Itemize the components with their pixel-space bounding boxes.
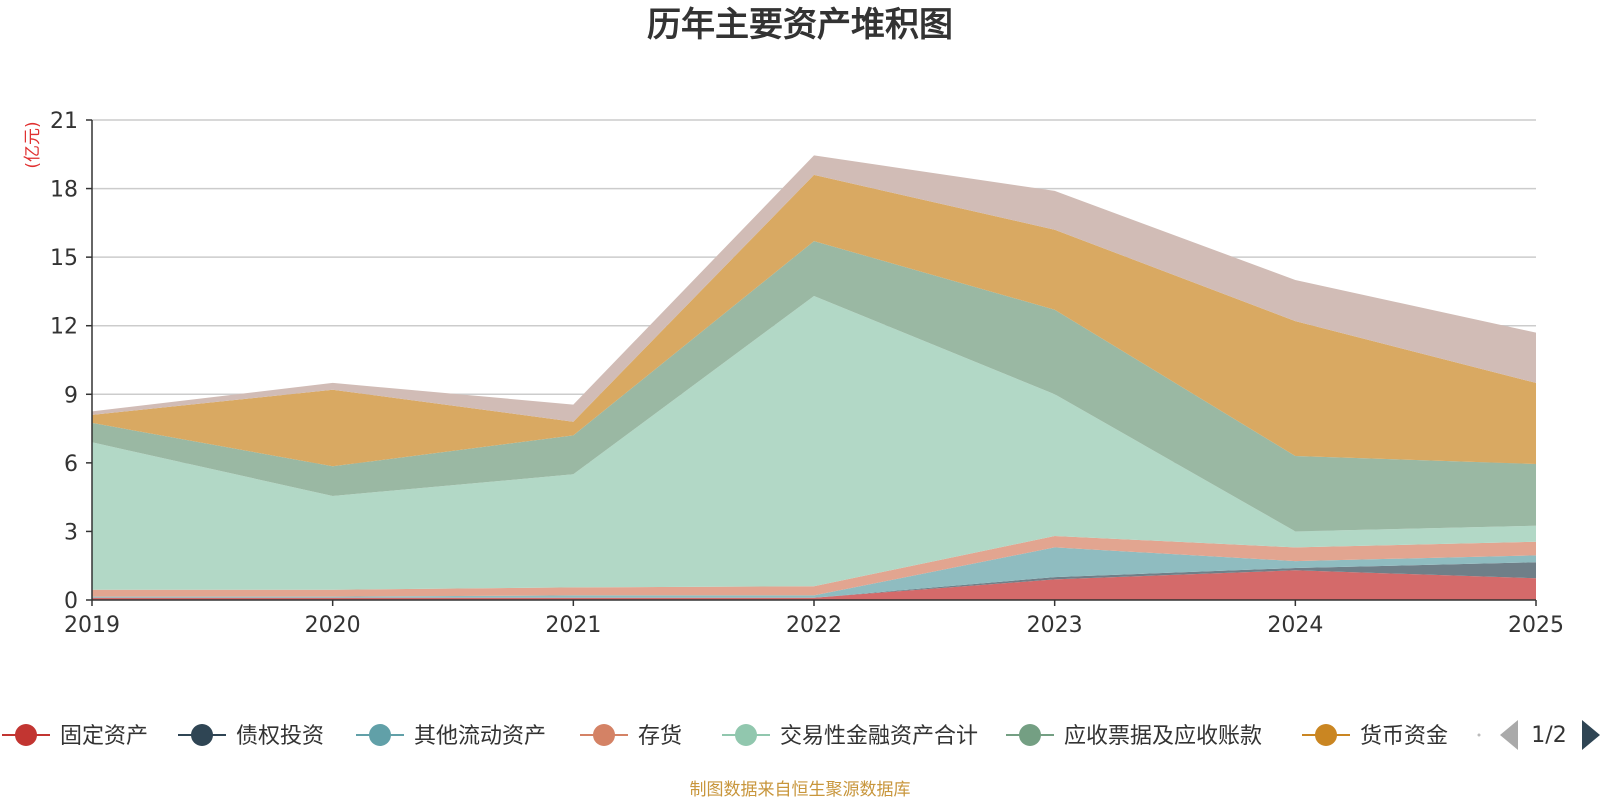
y-tick-label: 18 bbox=[50, 178, 78, 203]
x-tick-label-2021: 2021 bbox=[545, 613, 601, 638]
legend-label: 固定资产 bbox=[60, 724, 148, 749]
area-series-1 bbox=[92, 562, 1536, 598]
legend-item-5[interactable]: 应收票据及应收账款 bbox=[1006, 724, 1262, 749]
y-tick-label: 0 bbox=[64, 589, 78, 614]
x-tick-label-2022: 2022 bbox=[786, 613, 842, 638]
legend-next-page-icon[interactable] bbox=[1582, 720, 1600, 750]
legend: 固定资产 债权投资 其他流动资产 存货 交易性金融资产合计 应收票据及应收账款 货币资金 bbox=[2, 724, 1481, 749]
area-series-2 bbox=[92, 547, 1536, 598]
legend-label: 存货 bbox=[638, 724, 682, 749]
legend-prev-page-icon[interactable] bbox=[1500, 720, 1518, 750]
x-tick-label-2019: 2019 bbox=[64, 613, 120, 638]
legend-item-6[interactable]: 货币资金 bbox=[1302, 724, 1448, 749]
legend-circle-icon bbox=[369, 724, 391, 746]
area-series-0 bbox=[92, 570, 1536, 600]
x-tick-label-2025: 2025 bbox=[1508, 613, 1564, 638]
x-tick-labels: 2019 2020 2021 2022 2023 2024 2025 bbox=[64, 600, 1564, 638]
x-tick-label-2020: 2020 bbox=[305, 613, 361, 638]
y-tick-label: 12 bbox=[50, 315, 78, 340]
legend-circle-icon bbox=[15, 724, 37, 746]
legend-item-3[interactable]: 存货 bbox=[580, 724, 682, 749]
y-tick-label: 6 bbox=[64, 452, 78, 477]
legend-circle-icon bbox=[1019, 724, 1041, 746]
area-series-7 bbox=[92, 155, 1536, 422]
chart-title: 历年主要资产堆积图 bbox=[647, 5, 953, 45]
legend-pager: 1/2 bbox=[1500, 720, 1600, 750]
y-tick-labels: 0 3 6 9 12 15 18 21 bbox=[50, 109, 92, 614]
legend-circle-icon bbox=[1315, 724, 1337, 746]
y-tick-label: 9 bbox=[64, 383, 78, 408]
y-tick-label: 21 bbox=[50, 109, 78, 134]
legend-label: 其他流动资产 bbox=[414, 724, 546, 749]
legend-label: 应收票据及应收账款 bbox=[1064, 724, 1262, 749]
legend-page-indicator: 1/2 bbox=[1531, 723, 1566, 748]
x-tick-label-2023: 2023 bbox=[1027, 613, 1083, 638]
y-axis-unit-label: (亿元) bbox=[23, 121, 43, 168]
area-series-3 bbox=[92, 536, 1536, 597]
legend-item-0[interactable]: 固定资产 bbox=[2, 724, 148, 749]
legend-label: 货币资金 bbox=[1360, 724, 1448, 749]
area-series-group bbox=[92, 155, 1536, 600]
legend-item-4[interactable]: 交易性金融资产合计 bbox=[722, 724, 978, 749]
legend-item-1[interactable]: 债权投资 bbox=[178, 724, 324, 749]
data-source-note: 制图数据来自恒生聚源数据库 bbox=[690, 780, 911, 800]
legend-label: 交易性金融资产合计 bbox=[780, 724, 978, 749]
legend-ellipsis-dot bbox=[1477, 733, 1481, 737]
area-series-5 bbox=[92, 241, 1536, 532]
legend-circle-icon bbox=[735, 724, 757, 746]
legend-item-2[interactable]: 其他流动资产 bbox=[356, 724, 546, 749]
y-tick-label: 3 bbox=[64, 520, 78, 545]
legend-circle-icon bbox=[191, 724, 213, 746]
legend-circle-icon bbox=[593, 724, 615, 746]
legend-label: 债权投资 bbox=[236, 724, 324, 749]
x-tick-label-2024: 2024 bbox=[1267, 613, 1323, 638]
area-series-4 bbox=[92, 296, 1536, 590]
y-tick-label: 15 bbox=[50, 246, 78, 271]
area-series-6 bbox=[92, 174, 1536, 467]
